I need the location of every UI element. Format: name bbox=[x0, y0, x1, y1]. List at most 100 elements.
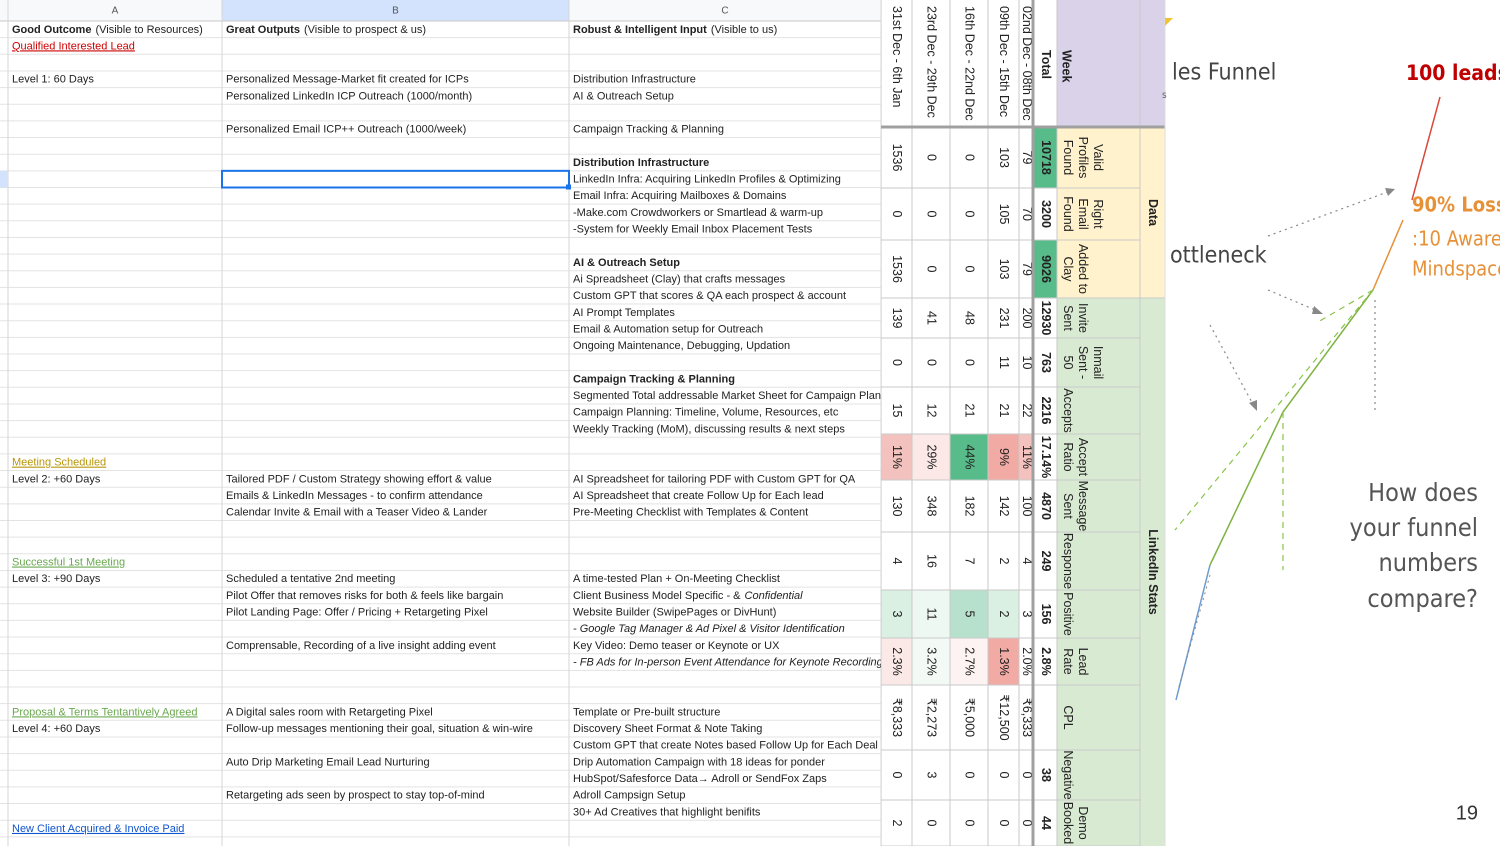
cell-text: A time-tested Plan + On-Meeting Checklis… bbox=[573, 573, 780, 585]
metric-line: Demo bbox=[1076, 806, 1090, 839]
cell-text: Campaign Tracking & Planning bbox=[573, 124, 724, 136]
stat-value: 48 bbox=[963, 311, 977, 325]
cell-text: Pilot Landing Page: Offer / Pricing + Re… bbox=[226, 606, 488, 618]
stat-value: 3.2% bbox=[925, 647, 939, 676]
arrow-head bbox=[1312, 306, 1323, 314]
cell-fill bbox=[988, 638, 1019, 685]
stat-value: 10 bbox=[1020, 356, 1034, 370]
spreadsheet: A B C Good Outcome (Visible to Resources) Gre… bbox=[0, 0, 882, 846]
cell-fill bbox=[1034, 127, 1057, 188]
metric-line: Email bbox=[1076, 198, 1090, 229]
slide-title: les Funnel bbox=[1172, 60, 1276, 86]
stat-value: 0 bbox=[925, 266, 939, 273]
stat-value: ₹6,333 bbox=[1020, 698, 1034, 737]
column-header: B bbox=[392, 6, 399, 17]
cell-fill bbox=[912, 590, 950, 638]
cell-fill bbox=[950, 590, 988, 638]
cell-fill bbox=[912, 434, 950, 480]
cell-fill bbox=[881, 638, 912, 685]
cell-text: Client Business Model Specific - & Confid… bbox=[573, 590, 803, 602]
cell-note: (Visible to Resources) bbox=[95, 24, 202, 36]
stat-value: 1536 bbox=[890, 144, 904, 172]
metric-label: LeadRate bbox=[1061, 648, 1090, 676]
stat-value: 2.3% bbox=[890, 647, 904, 676]
stat-value: 11 bbox=[997, 356, 1011, 369]
stat-value: 105 bbox=[997, 204, 1011, 225]
cell-link[interactable]: Qualified Interested Lead bbox=[12, 40, 135, 52]
stat-value: 2.7% bbox=[963, 647, 977, 676]
cell-text: Distribution Infrastructure bbox=[573, 157, 709, 169]
row-number-highlight bbox=[0, 170, 8, 188]
metric-line: Found bbox=[1061, 196, 1075, 231]
metric-line: Inmail bbox=[1091, 346, 1105, 379]
aware-label: Mindspace bbox=[1412, 257, 1500, 281]
stat-value: 44% bbox=[963, 444, 977, 469]
cell-bold: Good Outcome bbox=[12, 24, 91, 36]
stat-value: 0 bbox=[963, 772, 977, 779]
metric-line: Booked bbox=[1061, 802, 1075, 844]
stat-value: 11% bbox=[890, 445, 904, 469]
column-header: C bbox=[721, 6, 728, 17]
stat-value: 130 bbox=[890, 496, 904, 517]
stats-group-bg bbox=[1057, 298, 1165, 846]
stat-value: 0 bbox=[963, 211, 977, 218]
dotted-arrow bbox=[1267, 189, 1394, 237]
stats-table: 31st Dec - 6th Jan 1536 0 1536 139 0 15 11% 130 4… bbox=[881, 0, 1165, 846]
cell-link[interactable]: Meeting Scheduled bbox=[12, 457, 106, 469]
stat-value: 348 bbox=[925, 496, 939, 517]
funnel-line-orange bbox=[1372, 219, 1404, 291]
cell-fill bbox=[950, 638, 988, 685]
stat-value: 15 bbox=[890, 404, 904, 418]
cell-link[interactable]: New Client Acquired & Invoice Paid bbox=[12, 823, 184, 835]
stat-value: 2.8% bbox=[1039, 647, 1053, 676]
stat-value: 4870 bbox=[1039, 492, 1053, 520]
cell-text: Campaign Tracking & Planning bbox=[573, 373, 735, 385]
metric-line: Message bbox=[1076, 481, 1090, 532]
stat-value: 4 bbox=[890, 558, 904, 565]
stat-value: 1536 bbox=[890, 255, 904, 283]
metric-line: Found bbox=[1061, 140, 1075, 175]
stat-value: 11% bbox=[1020, 445, 1034, 469]
cell-text: Drip Automation Campaign with 18 ideas f… bbox=[573, 756, 825, 768]
stat-value: 3 bbox=[925, 772, 939, 779]
cell-part: Client Business Model Specific - & bbox=[573, 590, 741, 602]
cell-link[interactable]: Proposal & Terms Tentantively Agreed bbox=[12, 706, 197, 718]
cell-text: Template or Pre-built structure bbox=[573, 706, 720, 718]
arrow-head bbox=[1385, 188, 1395, 196]
cell-fill bbox=[1034, 240, 1057, 298]
stat-value: 0 bbox=[963, 266, 977, 273]
metric-line: Accepts bbox=[1061, 388, 1075, 432]
stat-value: ₹8,333 bbox=[890, 698, 904, 737]
stat-value: 21 bbox=[997, 404, 1011, 418]
stat-value: 10718 bbox=[1039, 140, 1053, 175]
data-group-bg bbox=[1057, 127, 1165, 298]
stat-value: 0 bbox=[890, 359, 904, 366]
stat-value: 12930 bbox=[1039, 301, 1053, 336]
stat-value: 139 bbox=[890, 308, 904, 329]
stat-value: 249 bbox=[1039, 551, 1053, 572]
cell-link[interactable]: Successful 1st Meeting bbox=[12, 557, 125, 569]
leads-label: 100 leads bbox=[1406, 61, 1500, 85]
stat-value: 9% bbox=[997, 448, 1011, 466]
cell-text: Comprensable, Recording of a live insigh… bbox=[226, 640, 496, 652]
cell-text: Discovery Sheet Format & Note Taking bbox=[573, 723, 762, 735]
stat-value: 0 bbox=[1020, 772, 1034, 779]
cell-text: AI Spreadsheet for tailoring PDF with Cu… bbox=[573, 473, 856, 485]
cell-text: -System for Weekly Email Inbox Placement… bbox=[573, 224, 813, 236]
header-label: Week bbox=[1060, 50, 1074, 82]
metric-label: InviteSent bbox=[1061, 303, 1090, 333]
stat-value: 2216 bbox=[1039, 397, 1053, 425]
cell-text: Key Video: Demo teaser or Keynote or UX bbox=[573, 640, 780, 652]
stat-value: 0 bbox=[925, 211, 939, 218]
metric-line: Sent bbox=[1061, 305, 1075, 331]
stat-value: 142 bbox=[997, 496, 1011, 517]
cell-text: Personalized Message-Market fit created … bbox=[226, 74, 469, 86]
cell-fill bbox=[881, 434, 912, 480]
stat-value: 231 bbox=[997, 308, 1011, 329]
cell-text: Personalized Email ICP++ Outreach (1000/… bbox=[226, 124, 466, 136]
stat-value: 22 bbox=[1020, 404, 1034, 418]
dashed-line bbox=[1174, 289, 1374, 531]
cell-fill bbox=[988, 434, 1019, 480]
metric-line: Positive bbox=[1061, 592, 1075, 636]
stat-value: 100 bbox=[1020, 496, 1034, 517]
